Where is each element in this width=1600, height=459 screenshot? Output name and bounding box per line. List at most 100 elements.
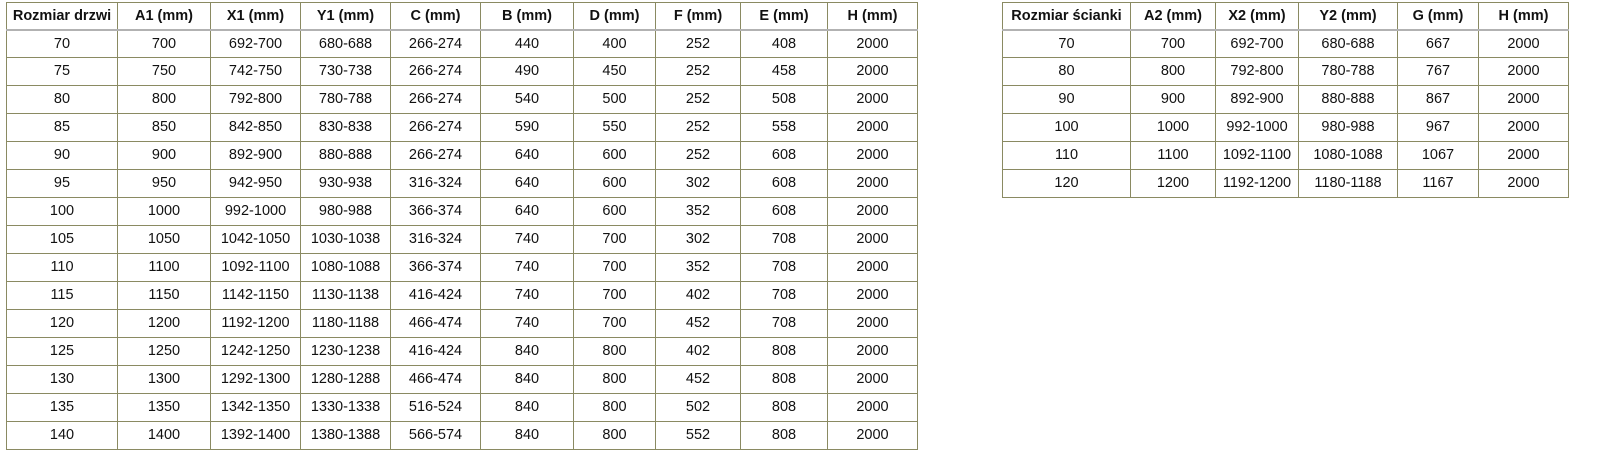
cell-r15-c7: 800 bbox=[573, 421, 656, 450]
cell-r5-c8: 252 bbox=[655, 141, 741, 170]
table-row: 70 700 692-700 680-688 266-274 440 400 252 408 20… bbox=[6, 29, 918, 58]
cell-r7-c8: 352 bbox=[655, 197, 741, 226]
cell-r8-c6: 740 bbox=[480, 225, 574, 254]
cell-r4-c2: 850 bbox=[117, 113, 211, 142]
cell-r8-c7: 700 bbox=[573, 225, 656, 254]
cell-r6-c9: 608 bbox=[740, 169, 828, 198]
cell-r8-c10: 2000 bbox=[827, 225, 918, 254]
cell-r1-c8: 252 bbox=[655, 29, 741, 58]
cell-r3-c2: 800 bbox=[117, 85, 211, 114]
cell-r2-c7: 450 bbox=[573, 57, 656, 86]
cell-r4-c7: 550 bbox=[573, 113, 656, 142]
cell-r6-c3: 1192-1200 bbox=[1215, 169, 1299, 198]
cell-r2-c6: 2000 bbox=[1478, 57, 1569, 86]
cell-r14-c6: 840 bbox=[480, 393, 574, 422]
cell-r1-c6: 2000 bbox=[1478, 29, 1569, 58]
cell-r3-c1: 80 bbox=[6, 85, 118, 114]
cell-r2-c5: 767 bbox=[1397, 57, 1479, 86]
cell-r13-c6: 840 bbox=[480, 365, 574, 394]
table-row: 80 800 792-800 780-788 266-274 540 500 252 508 20… bbox=[6, 85, 918, 114]
table-row: 120 1200 1192-1200 1180-1188 466-474 740 700 45… bbox=[6, 309, 918, 338]
table-row: 80 800 792-800 780-788 767 2000 bbox=[1002, 57, 1569, 86]
table-row: 85 850 842-850 830-838 266-274 590 550 252 558 20… bbox=[6, 113, 918, 142]
cell-r5-c4: 880-888 bbox=[300, 141, 391, 170]
cell-r15-c4: 1380-1388 bbox=[300, 421, 391, 450]
cell-r3-c3: 792-800 bbox=[210, 85, 301, 114]
cell-r15-c9: 808 bbox=[740, 421, 828, 450]
wall-size-table-header: Rozmiar ścianki A2 (mm) X2 (mm) Y2 (mm) G (m… bbox=[1002, 2, 1569, 31]
table-row: 95 950 942-950 930-938 316-324 640 600 302 608 20… bbox=[6, 169, 918, 198]
cell-r2-c9: 458 bbox=[740, 57, 828, 86]
cell-r2-c6: 490 bbox=[480, 57, 574, 86]
cell-r2-c10: 2000 bbox=[827, 57, 918, 86]
cell-r5-c2: 900 bbox=[117, 141, 211, 170]
cell-r8-c4: 1030-1038 bbox=[300, 225, 391, 254]
cell-r3-c6: 2000 bbox=[1478, 85, 1569, 114]
cell-r3-c5: 867 bbox=[1397, 85, 1479, 114]
cell-r3-c4: 880-888 bbox=[1298, 85, 1398, 114]
cell-r5-c1: 90 bbox=[6, 141, 118, 170]
cell-r1-c1: 70 bbox=[1002, 29, 1131, 58]
cell-r2-c5: 266-274 bbox=[390, 57, 481, 86]
cell-r5-c6: 2000 bbox=[1478, 141, 1569, 170]
cell-r10-c9: 708 bbox=[740, 281, 828, 310]
cell-r3-c6: 540 bbox=[480, 85, 574, 114]
cell-r7-c10: 2000 bbox=[827, 197, 918, 226]
cell-r6-c2: 950 bbox=[117, 169, 211, 198]
cell-r12-c9: 808 bbox=[740, 337, 828, 366]
cell-r13-c2: 1300 bbox=[117, 365, 211, 394]
cell-r13-c1: 130 bbox=[6, 365, 118, 394]
cell-r3-c2: 900 bbox=[1130, 85, 1216, 114]
cell-r12-c4: 1230-1238 bbox=[300, 337, 391, 366]
cell-r8-c9: 708 bbox=[740, 225, 828, 254]
cell-r1-c9: 408 bbox=[740, 29, 828, 58]
column-header-7: D (mm) bbox=[573, 2, 656, 31]
cell-r13-c8: 452 bbox=[655, 365, 741, 394]
cell-r14-c2: 1350 bbox=[117, 393, 211, 422]
cell-r2-c2: 800 bbox=[1130, 57, 1216, 86]
door-size-table-body: 70 700 692-700 680-688 266-274 440 400 252 408 20… bbox=[6, 29, 918, 450]
cell-r3-c5: 266-274 bbox=[390, 85, 481, 114]
cell-r10-c4: 1130-1138 bbox=[300, 281, 391, 310]
cell-r9-c4: 1080-1088 bbox=[300, 253, 391, 282]
cell-r3-c3: 892-900 bbox=[1215, 85, 1299, 114]
table-header-row: Rozmiar ścianki A2 (mm) X2 (mm) Y2 (mm) G (m… bbox=[1002, 2, 1569, 31]
table-row: 105 1050 1042-1050 1030-1038 316-324 740 700 30… bbox=[6, 225, 918, 254]
cell-r10-c2: 1150 bbox=[117, 281, 211, 310]
cell-r3-c9: 508 bbox=[740, 85, 828, 114]
table-row: 75 750 742-750 730-738 266-274 490 450 252 458 20… bbox=[6, 57, 918, 86]
cell-r2-c3: 742-750 bbox=[210, 57, 301, 86]
cell-r4-c4: 980-988 bbox=[1298, 113, 1398, 142]
cell-r11-c6: 740 bbox=[480, 309, 574, 338]
cell-r8-c2: 1050 bbox=[117, 225, 211, 254]
cell-r2-c8: 252 bbox=[655, 57, 741, 86]
cell-r4-c5: 967 bbox=[1397, 113, 1479, 142]
cell-r11-c5: 466-474 bbox=[390, 309, 481, 338]
column-header-9: E (mm) bbox=[740, 2, 828, 31]
table-header-row: Rozmiar drzwi A1 (mm) X1 (mm) Y1 (mm) C (mm)… bbox=[6, 2, 918, 31]
cell-r3-c1: 90 bbox=[1002, 85, 1131, 114]
cell-r12-c2: 1250 bbox=[117, 337, 211, 366]
cell-r10-c10: 2000 bbox=[827, 281, 918, 310]
cell-r12-c8: 402 bbox=[655, 337, 741, 366]
wall-size-table: Rozmiar ścianki A2 (mm) X2 (mm) Y2 (mm) G (m… bbox=[1002, 2, 1569, 198]
table-row: 100 1000 992-1000 980-988 967 2000 bbox=[1002, 113, 1569, 142]
cell-r6-c1: 120 bbox=[1002, 169, 1131, 198]
column-header-2: A1 (mm) bbox=[117, 2, 211, 31]
cell-r3-c10: 2000 bbox=[827, 85, 918, 114]
cell-r1-c4: 680-688 bbox=[1298, 29, 1398, 58]
cell-r15-c1: 140 bbox=[6, 421, 118, 450]
cell-r8-c5: 316-324 bbox=[390, 225, 481, 254]
cell-r6-c7: 600 bbox=[573, 169, 656, 198]
cell-r5-c5: 266-274 bbox=[390, 141, 481, 170]
cell-r6-c5: 316-324 bbox=[390, 169, 481, 198]
cell-r12-c5: 416-424 bbox=[390, 337, 481, 366]
cell-r6-c2: 1200 bbox=[1130, 169, 1216, 198]
cell-r11-c10: 2000 bbox=[827, 309, 918, 338]
cell-r9-c2: 1100 bbox=[117, 253, 211, 282]
cell-r15-c6: 840 bbox=[480, 421, 574, 450]
cell-r1-c7: 400 bbox=[573, 29, 656, 58]
cell-r1-c2: 700 bbox=[117, 29, 211, 58]
cell-r7-c5: 366-374 bbox=[390, 197, 481, 226]
cell-r15-c10: 2000 bbox=[827, 421, 918, 450]
